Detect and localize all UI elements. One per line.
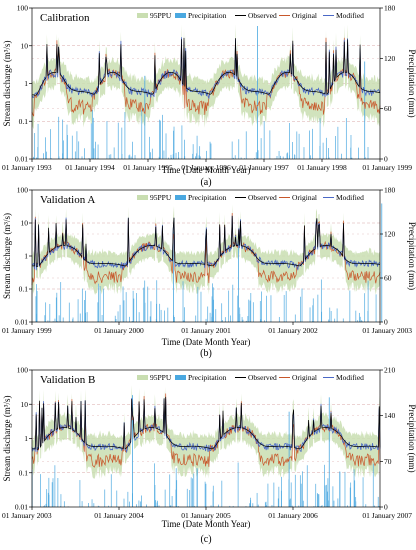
x-tick-label: 01 January 1999 (362, 163, 412, 172)
legend-label: Observed (248, 193, 277, 202)
y2-tick-label: 120 (384, 54, 396, 63)
y-tick-label: 1 (24, 252, 28, 261)
x-tick-label: 01 January 1997 (239, 163, 289, 172)
legend-swatch-precipitation (175, 13, 186, 18)
x-axis-label: Time (Date Month Year) (162, 519, 251, 529)
y-axis-label: Stream discharge (m³/s) (2, 395, 12, 481)
legend-label: Precipitation (188, 193, 227, 202)
y2-tick-label: 140 (384, 411, 396, 420)
panel-label: (c) (200, 534, 211, 545)
y-tick-label: 100 (17, 366, 29, 375)
y-tick-label: 1 (24, 79, 28, 88)
panel-label: (b) (200, 348, 212, 359)
y-tick-label: 100 (17, 4, 29, 13)
y-axis-label: Stream discharge (m³/s) (2, 213, 12, 299)
legend-swatch-ppu (137, 195, 148, 200)
legend-label: Observed (248, 373, 277, 382)
y2-tick-label: 0 (384, 318, 388, 327)
legend-swatch-precipitation (175, 195, 186, 200)
legend-label: 95PPU (150, 11, 172, 20)
y2-tick-label: 180 (384, 4, 396, 13)
chart-title: Validation A (40, 194, 95, 206)
legend-label: Precipitation (188, 373, 227, 382)
legend-label: Modified (336, 11, 364, 20)
chart-title: Calibration (40, 12, 90, 24)
legend: 95PPU Precipitation Observed Original Modifi… (137, 373, 364, 382)
x-tick-label: 01 January 2005 (181, 511, 231, 520)
observed-line (32, 396, 381, 450)
legend-label: Modified (336, 373, 364, 382)
legend-label: 95PPU (150, 373, 172, 382)
y-tick-label: 0.01 (15, 318, 28, 327)
legend-swatch-precipitation (175, 375, 186, 380)
legend-label: Precipitation (188, 11, 227, 20)
legend: 95PPU Precipitation Observed Original Modifi… (137, 11, 364, 20)
x-tick-label: 01 January 2003 (2, 511, 52, 520)
y2-axis-label: Precipitation (mm) (407, 404, 416, 472)
legend: 95PPU Precipitation Observed Original Modifi… (137, 193, 364, 202)
x-tick-label: 01 January 2006 (268, 511, 318, 520)
y-tick-label: 10 (21, 219, 29, 228)
x-tick-label: 01 January 2002 (268, 326, 318, 335)
observed-line (32, 215, 381, 267)
x-tick-label: 01 January 2003 (362, 326, 412, 335)
y-axis-label: Stream discharge (m³/s) (2, 40, 12, 126)
y2-tick-label: 0 (384, 503, 388, 512)
legend-label: Original (292, 11, 317, 20)
y-tick-label: 1 (24, 434, 28, 443)
ppu-band (32, 24, 380, 130)
chart-panel-3: 0.01 0.1 1 10 100 0 70 140 210 01 January 2003 01 … (2, 366, 416, 546)
legend-label: Original (292, 373, 317, 382)
y-tick-label: 0.1 (19, 468, 29, 477)
legend-label: Original (292, 193, 317, 202)
chart-panel-2: 0.01 0.1 1 10 100 0 60 120 180 01 January 1999 01 … (2, 186, 416, 360)
y2-tick-label: 0 (384, 155, 388, 164)
y2-axis-label: Precipitation (mm) (407, 49, 416, 117)
x-tick-label: 01 January 2004 (94, 511, 144, 520)
legend-label: Modified (336, 193, 364, 202)
y-tick-label: 0.1 (19, 117, 29, 126)
x-axis-label: Time (Date Month Year) (162, 337, 251, 347)
original-line (31, 37, 381, 117)
y2-tick-label: 120 (384, 230, 396, 239)
y2-axis-label: Precipitation (mm) (407, 222, 416, 290)
y2-tick-label: 180 (384, 186, 396, 195)
y-tick-label: 10 (21, 400, 29, 409)
chart-title: Validation B (40, 374, 95, 386)
x-tick-label: 01 January 1998 (297, 163, 347, 172)
x-axis-label: Time (Date Month Year) (162, 165, 251, 175)
legend-swatch-ppu (137, 13, 148, 18)
y-tick-label: 0.01 (15, 155, 28, 164)
x-tick-label: 01 January 2001 (181, 326, 231, 335)
y-tick-label: 10 (21, 41, 29, 50)
y2-tick-label: 60 (384, 104, 392, 113)
original-line (31, 212, 381, 286)
y-tick-label: 0.1 (19, 285, 29, 294)
x-tick-label: 01 January 1999 (2, 326, 52, 335)
y2-tick-label: 60 (384, 274, 392, 283)
x-tick-label: 01 January 2000 (94, 326, 144, 335)
x-tick-label: 01 January 1996 (181, 163, 231, 172)
legend-label: 95PPU (150, 193, 172, 202)
x-tick-label: 01 January 1995 (123, 163, 173, 172)
y-tick-label: 0.01 (15, 503, 28, 512)
legend-label: Observed (248, 11, 277, 20)
panel-label: (a) (200, 177, 211, 188)
y2-tick-label: 70 (384, 457, 392, 466)
ppu-band (32, 385, 380, 479)
x-tick-label: 01 January 1994 (65, 163, 115, 172)
x-tick-label: 01 January 1993 (2, 163, 52, 172)
y-tick-label: 100 (17, 186, 29, 195)
legend-swatch-ppu (137, 375, 148, 380)
chart-panel-1: 0.01 0.1 1 10 100 0 60 120 180 01 January 1993 01 … (2, 4, 416, 189)
y2-tick-label: 210 (384, 366, 396, 375)
x-tick-label: 01 January 2007 (362, 511, 412, 520)
observed-line (32, 37, 381, 96)
